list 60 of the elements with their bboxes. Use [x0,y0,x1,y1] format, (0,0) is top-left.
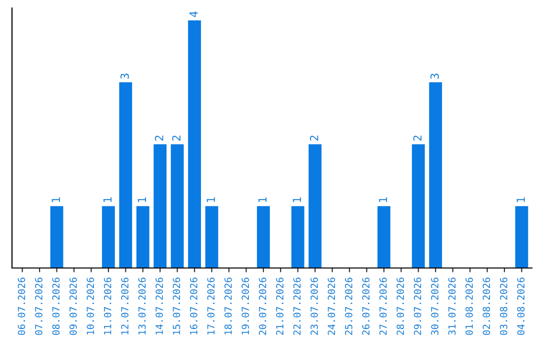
x-tick-label: 08.07.2026 [52,278,60,335]
x-tick-label: 09.07.2026 [69,278,77,335]
data-label: 1 [103,197,112,202]
data-label: 1 [52,197,60,202]
data-label: 1 [378,197,388,202]
x-tick-label: 16.07.2026 [190,278,198,334]
data-label: 3 [430,74,439,79]
x-tick-label: 29.07.2026 [414,278,422,335]
bar [412,144,425,268]
x-tick-label: 26.07.2026 [362,278,370,335]
data-label: 1 [292,197,301,202]
x-tick-label: 17.07.2026 [207,278,215,334]
x-tick-label: 12.07.2026 [121,278,128,334]
bar [188,20,201,268]
bar [205,206,218,268]
data-label: 1 [258,197,266,202]
data-label: 1 [206,197,215,202]
x-tick-label: 25.07.2026 [344,278,352,335]
data-label: 2 [310,136,318,141]
bar [136,206,150,268]
bar [50,206,64,268]
bar [291,206,304,268]
bar [429,82,442,268]
x-tick-label: 28.07.2026 [396,278,404,335]
bar [102,206,115,268]
x-tick-label: 23.07.2026 [310,278,318,335]
x-tick-label: 21.07.2026 [276,278,284,335]
x-tick-label: 27.07.2026 [379,278,387,335]
x-tick-label: 13.07.2026 [138,278,146,334]
x-tick-label: 06.07.2026 [18,278,26,335]
bar [515,206,528,268]
x-tick-label: 15.07.2026 [172,278,180,334]
x-tick-label: 07.07.2026 [35,278,42,335]
bar [154,144,167,268]
x-tick-label: 10.07.2026 [86,278,94,334]
data-label: 4 [190,11,198,18]
data-label: 1 [138,197,146,202]
bar [377,206,390,268]
bar [119,82,132,268]
x-tick-label: 20.07.2026 [258,278,266,335]
x-tick-label: 02.08.2026 [482,278,490,335]
x-tick-label: 03.08.2026 [500,278,508,335]
x-tick-label: 18.07.2026 [224,278,232,334]
x-tick-label: 24.07.2026 [328,278,336,335]
data-label: 2 [413,136,422,141]
bar [308,144,322,268]
x-tick-label: 19.07.2026 [242,278,250,334]
data-label: 2 [172,136,180,141]
bar [256,206,270,268]
x-tick-label: 22.07.2026 [293,278,301,335]
x-tick-label: 01.08.2026 [466,278,473,335]
data-label: 1 [516,197,525,202]
data-label: 2 [154,136,164,141]
x-tick-label: 14.07.2026 [156,278,163,334]
x-tick-label: 11.07.2026 [104,278,112,334]
x-tick-label: 04.08.2026 [517,278,525,335]
data-label: 3 [120,74,129,79]
x-tick-label: 30.07.2026 [431,278,438,335]
x-tick-label: 31.07.2026 [448,278,456,335]
bar [170,144,184,268]
